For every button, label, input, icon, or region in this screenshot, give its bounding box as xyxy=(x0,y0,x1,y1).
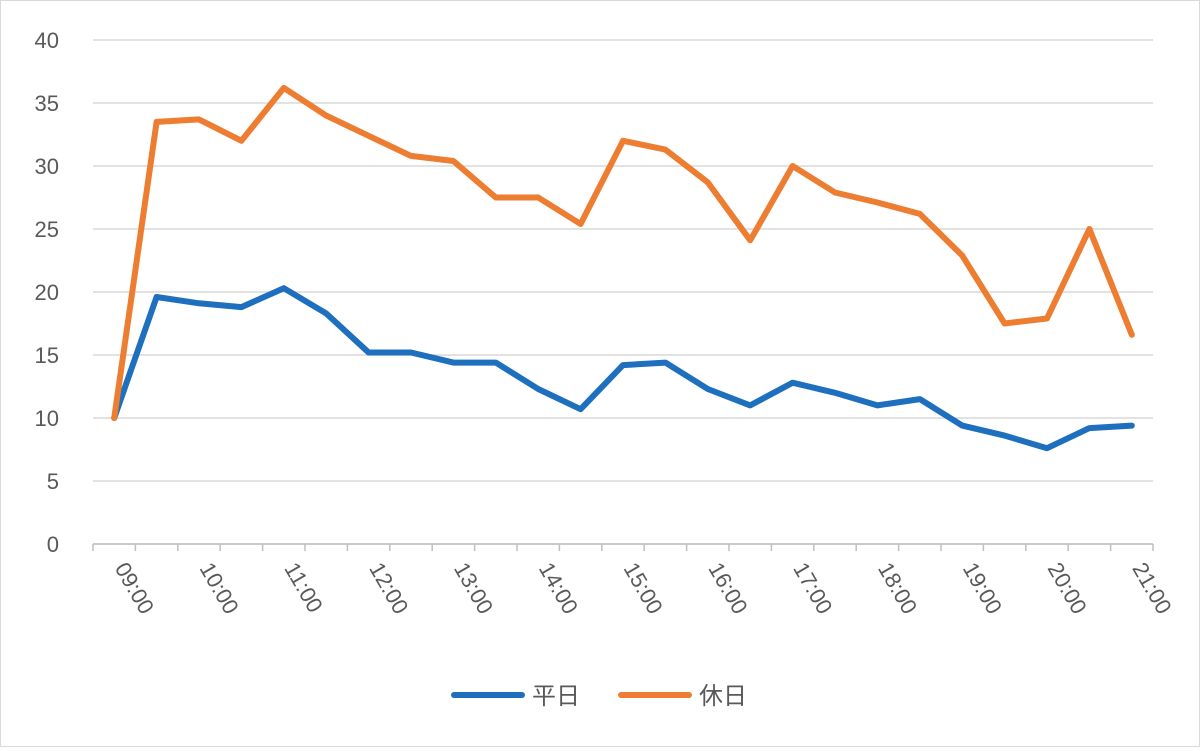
y-tick-label: 40 xyxy=(35,28,59,53)
y-tick-label: 0 xyxy=(47,532,59,557)
x-tick-label: 19:00 xyxy=(958,558,1007,618)
y-tick-label: 35 xyxy=(35,91,59,116)
y-tick-label: 25 xyxy=(35,217,59,242)
y-tick-label: 10 xyxy=(35,406,59,431)
series-line-holiday xyxy=(111,84,1135,421)
x-tick-label: 10:00 xyxy=(195,558,244,618)
x-tick-label: 18:00 xyxy=(873,558,922,618)
y-tick-label: 5 xyxy=(47,469,59,494)
y-tick-label: 15 xyxy=(35,343,59,368)
y-tick-label: 30 xyxy=(35,154,59,179)
legend: 平日 休日 xyxy=(451,683,747,710)
series-lines xyxy=(111,84,1135,452)
y-tick-label: 20 xyxy=(35,280,59,305)
legend-label-holiday: 休日 xyxy=(699,683,747,710)
x-tick-label: 12:00 xyxy=(364,558,413,618)
x-tick-label: 13:00 xyxy=(449,558,498,618)
x-tick-label: 09:00 xyxy=(110,558,159,618)
series-line-weekday xyxy=(111,285,1135,452)
legend-label-weekday: 平日 xyxy=(532,683,580,710)
x-tick-label: 20:00 xyxy=(1043,558,1092,618)
x-tick-label: 21:00 xyxy=(1127,558,1176,618)
x-tick-label: 11:00 xyxy=(279,558,327,617)
x-tick-label: 15:00 xyxy=(619,558,668,618)
x-tick-label: 14:00 xyxy=(534,558,583,618)
x-tick-label: 17:00 xyxy=(788,558,837,618)
x-tick-label: 16:00 xyxy=(703,558,752,618)
gridlines xyxy=(93,39,1153,545)
y-axis: 0 5 10 15 20 25 30 35 40 xyxy=(35,28,59,557)
x-axis: 09:00 10:00 11:00 12:00 13:00 14:00 15:00 16:00… xyxy=(92,543,1177,618)
